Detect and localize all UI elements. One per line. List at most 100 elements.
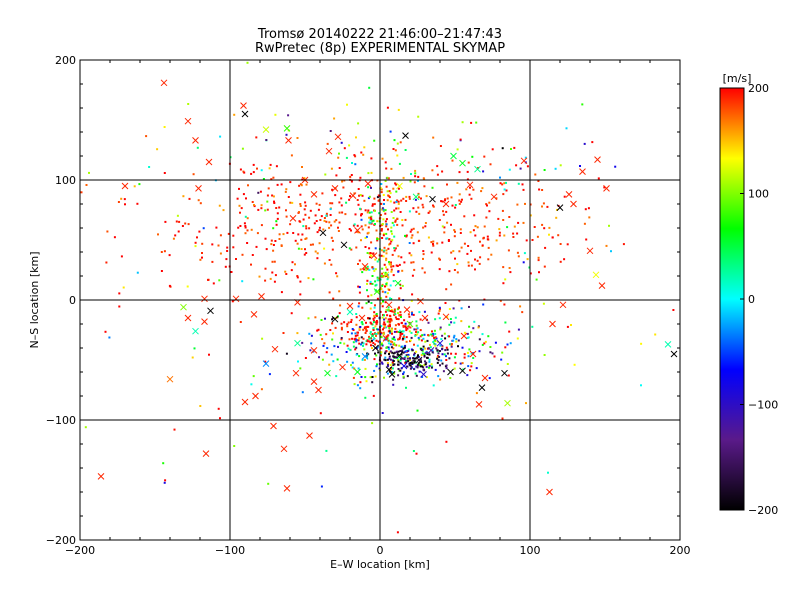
scatter-marker bbox=[396, 351, 403, 359]
scatter-point bbox=[370, 241, 373, 244]
scatter-point bbox=[391, 328, 393, 331]
scatter-point bbox=[453, 321, 456, 324]
scatter-point bbox=[122, 286, 125, 289]
scatter-point bbox=[410, 299, 413, 302]
scatter-point bbox=[353, 367, 356, 370]
scatter-point bbox=[448, 308, 451, 310]
scatter-point bbox=[282, 233, 285, 236]
scatter-point bbox=[443, 231, 446, 234]
scatter-point bbox=[373, 197, 376, 200]
scatter-marker bbox=[400, 362, 408, 370]
scatter-point bbox=[321, 338, 324, 341]
scatter-point bbox=[423, 185, 426, 188]
scatter-point bbox=[270, 239, 273, 242]
scatter-point bbox=[404, 322, 407, 325]
scatter-point bbox=[454, 316, 457, 319]
scatter-point bbox=[482, 237, 485, 240]
scatter-point bbox=[441, 170, 444, 173]
scatter-point bbox=[369, 252, 372, 254]
scatter-point bbox=[522, 221, 525, 224]
scatter-point bbox=[434, 343, 437, 346]
scatter-point bbox=[441, 225, 444, 228]
scatter-point bbox=[383, 199, 385, 201]
scatter-point bbox=[454, 230, 456, 233]
scatter-marker bbox=[442, 200, 450, 208]
scatter-point bbox=[392, 148, 395, 150]
scatter-point bbox=[405, 235, 408, 238]
scatter-point bbox=[314, 250, 317, 253]
scatter-point bbox=[346, 323, 349, 326]
scatter-point bbox=[361, 358, 364, 361]
scatter-point bbox=[361, 323, 364, 326]
scatter-point bbox=[372, 219, 375, 222]
scatter-point bbox=[467, 264, 470, 267]
scatter-point bbox=[526, 258, 529, 261]
scatter-point bbox=[352, 345, 355, 348]
scatter-point bbox=[388, 327, 391, 329]
scatter-point bbox=[136, 271, 139, 274]
scatter-point bbox=[351, 366, 354, 369]
scatter-point bbox=[373, 369, 376, 372]
scatter-point bbox=[526, 165, 529, 168]
scatter-point bbox=[448, 323, 451, 326]
scatter-point bbox=[438, 268, 441, 271]
scatter-point bbox=[364, 326, 367, 329]
scatter-point bbox=[430, 251, 433, 254]
scatter-marker bbox=[358, 314, 366, 322]
scatter-point bbox=[340, 328, 343, 331]
colorbar-tick-label: −100 bbox=[748, 399, 778, 412]
scatter-point bbox=[332, 360, 335, 363]
scatter-point bbox=[385, 266, 387, 269]
scatter-point bbox=[488, 210, 491, 213]
scatter-point bbox=[555, 216, 558, 219]
scatter-point bbox=[463, 242, 466, 245]
scatter-point bbox=[418, 338, 421, 341]
scatter-point bbox=[399, 287, 402, 290]
scatter-point bbox=[384, 356, 387, 359]
scatter-point bbox=[364, 237, 367, 239]
scatter-point bbox=[380, 183, 383, 185]
scatter-point bbox=[395, 356, 398, 359]
scatter-point bbox=[261, 337, 264, 340]
scatter-point bbox=[250, 228, 253, 231]
scatter-point bbox=[201, 242, 204, 245]
scatter-point bbox=[339, 341, 342, 344]
scatter-point bbox=[292, 232, 295, 234]
scatter-point bbox=[459, 228, 462, 231]
scatter-point bbox=[382, 232, 385, 235]
scatter-point bbox=[393, 235, 396, 238]
scatter-point bbox=[502, 266, 505, 269]
scatter-point bbox=[381, 272, 384, 275]
scatter-point bbox=[368, 195, 371, 198]
scatter-point bbox=[399, 334, 402, 337]
scatter-point bbox=[298, 184, 301, 187]
scatter-point bbox=[408, 210, 411, 213]
scatter-point bbox=[376, 196, 379, 199]
scatter-point bbox=[512, 232, 515, 235]
scatter-point bbox=[441, 353, 444, 356]
scatter-point bbox=[438, 219, 441, 221]
scatter-marker bbox=[427, 347, 435, 354]
scatter-point bbox=[414, 169, 417, 172]
scatter-point bbox=[388, 323, 391, 326]
scatter-point bbox=[271, 260, 274, 263]
scatter-point bbox=[413, 368, 415, 371]
scatter-point bbox=[474, 258, 476, 261]
scatter-marker bbox=[250, 311, 258, 318]
scatter-point bbox=[326, 347, 329, 350]
plot-grid bbox=[80, 60, 680, 540]
scatter-point bbox=[285, 352, 288, 355]
scatter-marker bbox=[559, 301, 567, 309]
scatter-point bbox=[241, 147, 244, 150]
scatter-point bbox=[386, 365, 389, 368]
scatter-point bbox=[219, 234, 222, 237]
scatter-point bbox=[375, 334, 377, 337]
scatter-point bbox=[390, 211, 393, 213]
scatter-point bbox=[376, 279, 379, 282]
scatter-point bbox=[446, 197, 449, 200]
scatter-point bbox=[384, 180, 387, 182]
scatter-point bbox=[367, 209, 370, 212]
scatter-point bbox=[392, 217, 395, 219]
scatter-point bbox=[368, 335, 370, 338]
scatter-point bbox=[405, 326, 408, 329]
